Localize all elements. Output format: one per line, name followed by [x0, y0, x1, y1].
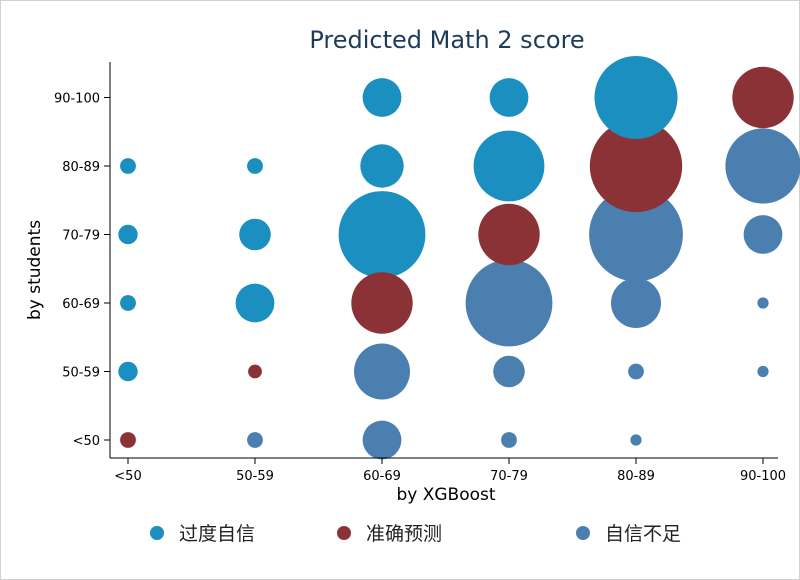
bubble-series-1: [732, 66, 794, 129]
legend-label-1: 准确预测: [366, 523, 442, 545]
bubble-series-0: [473, 130, 545, 202]
x-tick-label: 70-79: [490, 469, 528, 484]
bubble-series-2: [362, 420, 402, 460]
y-ticks: <50 50-59 60-69 70-79 80-89 90-100: [54, 92, 110, 449]
bubble-series-0: [120, 158, 136, 174]
bubble-series-1: [478, 203, 540, 266]
x-axis-title: by XGBoost: [396, 485, 495, 505]
x-tick-label: <50: [114, 469, 141, 484]
legend-label-2: 自信不足: [605, 523, 681, 545]
bubble-series-2: [628, 363, 644, 380]
bubble-series-1: [589, 119, 683, 213]
x-ticks: <50 50-59 60-69 70-79 80-89 90-100: [114, 458, 786, 484]
bubble-series-0: [239, 218, 271, 251]
y-tick-label: <50: [73, 434, 100, 449]
bubble-series-0: [362, 78, 402, 117]
legend: 过度自信 准确预测 自信不足: [150, 523, 681, 545]
bubble-series-2: [589, 187, 683, 282]
bubble-series-0: [338, 191, 426, 278]
y-tick-label: 60-69: [62, 297, 100, 312]
bubble-series-2: [465, 259, 553, 347]
bubble-series-0: [118, 224, 138, 245]
bubble-series-0: [360, 144, 404, 188]
legend-marker-1: [337, 526, 351, 540]
bubble-series-0: [235, 283, 275, 323]
y-tick-label: 70-79: [62, 229, 100, 244]
y-tick-label: 80-89: [62, 160, 100, 175]
x-tick-label: 90-100: [740, 469, 786, 484]
bubble-series-0: [247, 158, 263, 174]
y-tick-label: 90-100: [54, 92, 100, 107]
legend-label-0: 过度自信: [179, 523, 255, 545]
legend-marker-0: [150, 526, 164, 540]
bubble-series-0: [594, 56, 678, 139]
bubble-series-2: [630, 434, 642, 446]
bubble-series-0: [120, 295, 136, 311]
bubble-series-1: [248, 364, 262, 379]
bubble-series-1: [120, 432, 136, 448]
bubble-series-2: [611, 278, 661, 328]
bubble-series-2: [247, 432, 263, 448]
bubble-series-2: [757, 365, 769, 378]
legend-marker-2: [576, 526, 590, 540]
bubble-series-2: [501, 432, 517, 448]
x-tick-label: 50-59: [236, 469, 274, 484]
bubble-series-1: [351, 272, 413, 334]
bubble-series-2: [743, 215, 783, 254]
bubble-series-2: [757, 297, 769, 309]
x-tick-label: 80-89: [617, 469, 655, 484]
bubble-layer: [118, 56, 800, 460]
bubble-series-2: [354, 343, 410, 400]
chart-title: Predicted Math 2 score: [309, 26, 584, 54]
bubble-series-0: [489, 78, 529, 117]
y-axis-title: by students: [25, 220, 45, 320]
bubble-series-2: [725, 128, 800, 204]
x-tick-label: 60-69: [363, 469, 401, 484]
bubble-series-2: [493, 355, 525, 388]
y-tick-label: 50-59: [62, 366, 100, 381]
axes: <50 50-59 60-69 70-79 80-89 90-100 <50 50-59 60…: [54, 62, 786, 484]
bubble-series-0: [118, 361, 138, 382]
